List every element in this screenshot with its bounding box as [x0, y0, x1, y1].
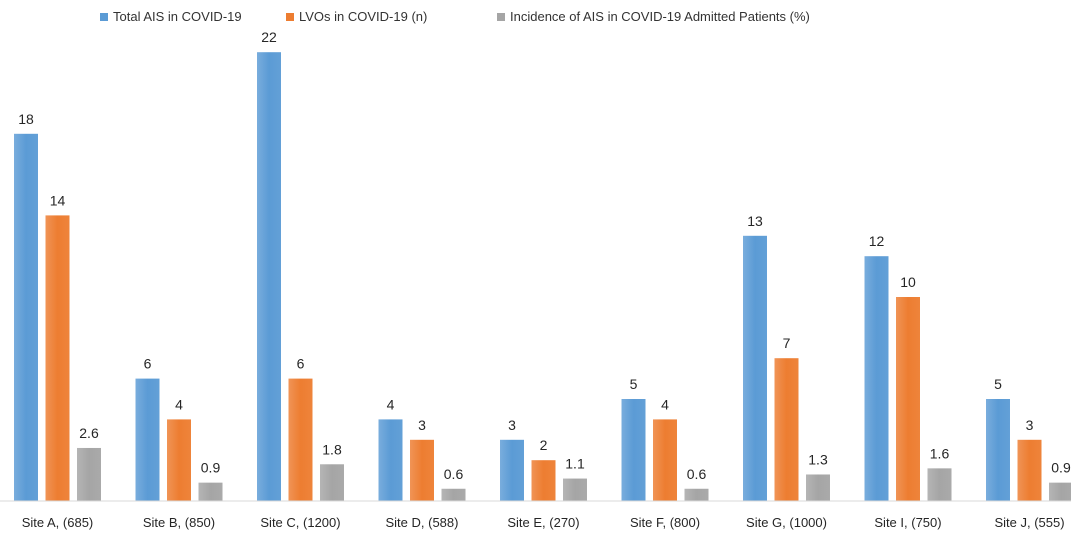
bar-1-7	[743, 235, 767, 502]
bar-3-5	[563, 478, 587, 501]
data-label: 12	[869, 233, 885, 249]
data-label: 7	[783, 335, 791, 351]
data-label: 0.6	[444, 466, 464, 482]
data-labels: 18 14 2.6 6 4 0.9 22 6 1.8 4 3 0.6 3 2 1.1 5 4 0.6 13 7 1.3 1…	[18, 29, 1071, 482]
legend: Total AIS in COVID-19 LVOs in COVID-19 (n…	[100, 9, 810, 24]
x-tick-label: Site I, (750)	[874, 515, 941, 530]
data-label: 1.6	[930, 445, 950, 461]
bar-1-4	[378, 419, 403, 501]
data-label: 6	[297, 356, 305, 372]
bar-2-7	[774, 358, 799, 501]
data-label: 6	[144, 356, 152, 372]
bar-2-1	[45, 215, 70, 501]
data-label: 1.1	[565, 456, 585, 472]
x-tick-label: Site G, (1000)	[746, 515, 827, 530]
data-label: 13	[747, 213, 763, 229]
x-tick-label: Site J, (555)	[994, 515, 1064, 530]
data-label: 4	[387, 396, 395, 412]
bar-3-1	[77, 447, 101, 501]
bar-1-6	[621, 399, 646, 501]
data-label: 0.9	[201, 460, 221, 476]
data-label: 22	[261, 29, 277, 45]
data-label: 10	[900, 274, 916, 290]
bar-1-8	[864, 256, 889, 501]
x-tick-label: Site B, (850)	[143, 515, 215, 530]
bar-3-9	[1049, 482, 1071, 501]
data-label: 3	[418, 417, 426, 433]
bar-3-8	[927, 468, 952, 501]
data-label: 3	[508, 417, 516, 433]
bar-2-8	[896, 297, 920, 501]
legend-label: LVOs in COVID-19 (n)	[299, 9, 427, 24]
legend-label: Incidence of AIS in COVID-19 Admitted Pa…	[510, 9, 810, 24]
bar-1-3	[257, 52, 281, 501]
data-label: 3	[1026, 417, 1034, 433]
bar-1-9	[986, 399, 1010, 501]
data-label: 0.6	[687, 466, 707, 482]
data-label: 14	[50, 192, 66, 208]
x-tick-label: Site E, (270)	[507, 515, 579, 530]
legend-item-2: LVOs in COVID-19 (n)	[286, 9, 427, 24]
bar-3-7	[806, 474, 830, 501]
bar-1-2	[135, 378, 160, 501]
x-tick-label: Site D, (588)	[386, 515, 459, 530]
legend-swatch	[497, 13, 505, 21]
bar-3-2	[198, 482, 223, 501]
bars-area	[14, 52, 1071, 502]
x-tick-labels: Site A, (685) Site B, (850) Site C, (1200)…	[22, 515, 1065, 530]
bar-1-5	[500, 439, 524, 501]
bar-3-4	[441, 488, 466, 501]
legend-item-1: Total AIS in COVID-19	[100, 9, 242, 24]
legend-item-3: Incidence of AIS in COVID-19 Admitted Pa…	[497, 9, 810, 24]
bar-2-6	[653, 419, 677, 501]
data-label: 5	[994, 376, 1002, 392]
bar-3-6	[684, 488, 709, 501]
legend-swatch	[100, 13, 108, 21]
data-label: 4	[175, 396, 183, 412]
data-label: 1.3	[808, 451, 828, 467]
data-label: 5	[630, 376, 638, 392]
data-label: 18	[18, 111, 34, 127]
data-label: 0.9	[1051, 460, 1071, 476]
bar-2-3	[288, 378, 313, 501]
bar-3-3	[320, 464, 344, 501]
x-tick-label: Site A, (685)	[22, 515, 94, 530]
bar-2-2	[167, 419, 191, 501]
x-tick-label: Site F, (800)	[630, 515, 700, 530]
legend-label: Total AIS in COVID-19	[113, 9, 242, 24]
bar-1-1	[14, 133, 38, 502]
data-label: 2.6	[79, 425, 99, 441]
bar-2-5	[531, 460, 556, 501]
bar-2-9	[1017, 439, 1042, 501]
x-tick-label: Site C, (1200)	[260, 515, 340, 530]
legend-swatch	[286, 13, 294, 21]
bar-2-4	[410, 439, 434, 501]
data-label: 2	[540, 437, 548, 453]
data-label: 1.8	[322, 441, 342, 457]
data-label: 4	[661, 396, 669, 412]
